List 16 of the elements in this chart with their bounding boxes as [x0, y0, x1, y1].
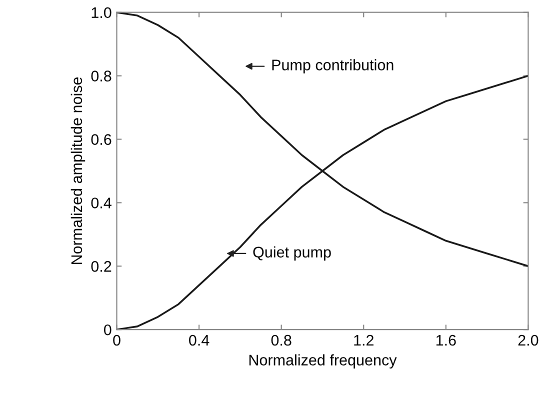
y-tick-label: 1.0	[92, 7, 112, 18]
y-tick-label: 0	[104, 324, 112, 336]
annotation: Quiet pump	[253, 246, 331, 261]
x-tick-label: 0.8	[271, 334, 292, 346]
y-tick-label: 0.2	[91, 261, 112, 272]
x-axis-title: Normalized frequency	[249, 354, 397, 368]
x-tick-label: 0.4	[189, 334, 210, 346]
x-tick-label: 2.0	[518, 334, 538, 346]
y-tick-label: 0.4	[91, 198, 112, 208]
y-tick-label: 0.8	[91, 70, 112, 82]
y-axis-title: Normalized amplitude noise	[70, 77, 86, 264]
x-tick-label: 0	[113, 334, 120, 346]
annotation: Pump contribution	[272, 59, 394, 74]
y-tick-label: 0.6	[91, 134, 112, 145]
x-tick-label: 1.2	[354, 334, 374, 346]
x-tick-label: 1.6	[436, 334, 456, 346]
